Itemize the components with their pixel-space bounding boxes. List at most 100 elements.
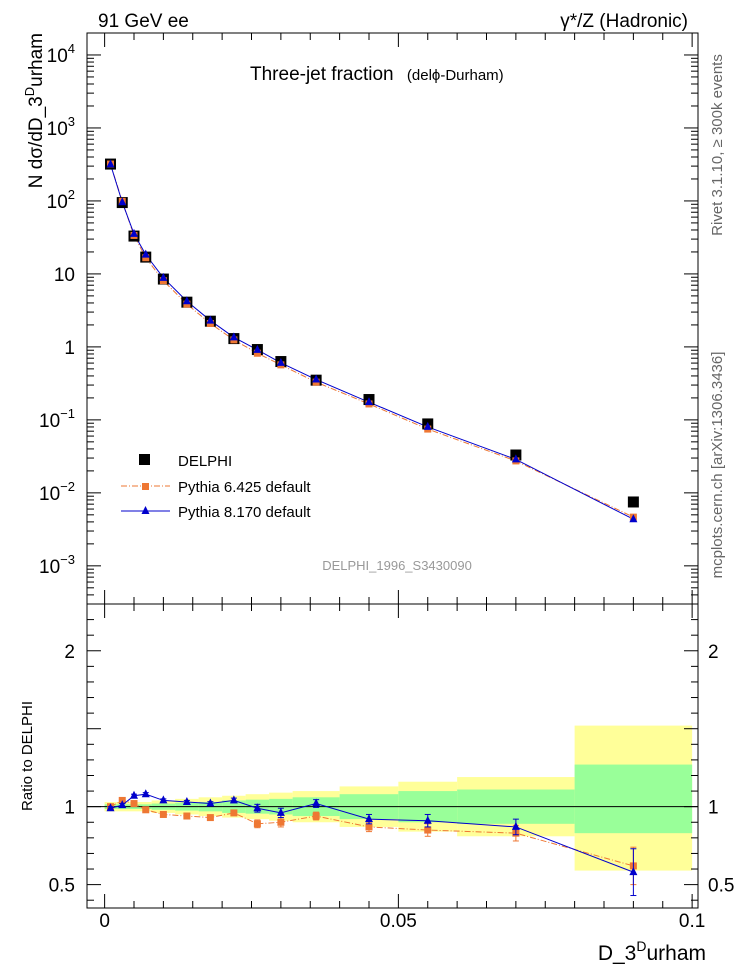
ratio-point-pythia6 [142, 806, 150, 814]
legend-label-p8: Pythia 8.170 default [178, 504, 311, 521]
ratio-point-pythia6 [183, 812, 191, 820]
ratio-point-pythia6 [130, 800, 138, 808]
point-pythia8 [511, 454, 520, 463]
chart-subtitle-text: (delϕ-Durham) [407, 67, 504, 84]
ratio-frame [86, 603, 699, 909]
y-tick-label-exponent: −3 [60, 552, 75, 567]
ratio-tick-label-right: 0.5 [708, 876, 734, 897]
y-tick-label-base: 10 [39, 484, 60, 505]
ratio-band-green [574, 764, 693, 834]
ratio-tick-label: 1 [64, 798, 75, 819]
y-tick-label-base: 10 [47, 119, 68, 140]
point-pythia8 [159, 272, 168, 281]
y-tick-label-base: 10 [39, 557, 60, 578]
y-tick-label: 10 [54, 265, 75, 286]
ratio-point-pythia8 [159, 795, 168, 804]
ratio-point-pythia8 [206, 798, 215, 807]
y-tick-label: 104 [47, 41, 75, 67]
ratio-point-pythia8 [106, 803, 115, 812]
legend-label-delphi: DELPHI [178, 453, 232, 470]
ratio-point-pythia8 [629, 867, 638, 876]
header-right: γ*/Z (Hadronic) [560, 11, 688, 32]
point-pythia8 [118, 197, 127, 206]
ratio-series [106, 789, 638, 897]
y-tick-label-base: 10 [39, 411, 60, 432]
y-tick-label-exponent: 4 [68, 41, 75, 56]
ratio-point-pythia8 [141, 789, 150, 798]
main-series [105, 158, 639, 523]
y-tick-label-exponent: 3 [68, 114, 75, 129]
ratio-point-pythia6 [230, 809, 238, 817]
point-pythia8 [365, 397, 373, 406]
ratio-point-pythia6 [159, 810, 167, 818]
x-tick-label: 0.1 [679, 911, 705, 932]
legend-label-p6: Pythia 6.425 default [178, 479, 311, 496]
ratio-point-pythia8 [182, 796, 191, 805]
point-pythia8 [141, 249, 150, 258]
point-pythia8 [229, 332, 238, 341]
point-pythia6 [142, 254, 150, 262]
y-tick-label: 103 [47, 114, 75, 140]
point-pythia6 [253, 349, 261, 357]
ratio-tick-label: 0.5 [49, 876, 75, 897]
point-pythia8 [182, 296, 191, 305]
point-pythia8 [106, 159, 115, 168]
legend-marker-delphi [139, 454, 150, 465]
y-tick-label-base: 10 [47, 192, 68, 213]
y-tick-label-base: 10 [54, 265, 75, 286]
header-left: 91 GeV ee [98, 11, 189, 32]
ratio-point-pythia6 [365, 823, 373, 831]
x-axis-title: D_3Durham [598, 938, 706, 965]
ratio-panel: 0 0.05 0.1 2 2 1 1 0.5 0.5 [49, 603, 734, 932]
ratio-point-pythia8 [253, 803, 262, 812]
ratio-point-pythia8 [511, 821, 520, 830]
ratio-point-pythia8 [130, 790, 138, 799]
point-pythia8 [130, 228, 138, 237]
y-tick-label-exponent: −2 [60, 479, 75, 494]
ratio-point-pythia8 [365, 814, 373, 823]
legend: DELPHI Pythia 6.425 default Pythia 8.170… [121, 453, 311, 521]
ratio-ticks: 0 0.05 0.1 2 2 1 1 0.5 0.5 [49, 604, 734, 932]
ratio-point-pythia6 [312, 812, 320, 820]
point-pythia8 [629, 514, 638, 523]
x-tick-label: 0 [99, 911, 110, 932]
y-axis-title: N dσ/dD_3Durham [22, 33, 47, 188]
mcplots-label: mcplots.cern.ch [arXiv:1306.3436] [709, 352, 726, 579]
y-tick-label: 1 [64, 338, 75, 359]
legend-marker-p8 [141, 506, 150, 514]
chart-title-text: Three-jet fraction [250, 64, 394, 85]
ratio-point-pythia8 [312, 798, 321, 807]
ratio-point-pythia8 [118, 800, 127, 809]
chart-title: Three-jet fraction (delϕ-Durham) [250, 64, 504, 85]
point-pythia8 [276, 357, 285, 366]
y-tick-label: 10−1 [39, 406, 75, 432]
ratio-point-pythia6 [206, 814, 214, 822]
y-tick-label: 10−2 [39, 479, 75, 505]
ratio-point-pythia8 [229, 795, 238, 804]
y-tick-label-exponent: −1 [60, 406, 75, 421]
ratio-point-pythia6 [424, 826, 432, 834]
ratio-bands [104, 725, 693, 871]
ratio-point-pythia8 [423, 815, 432, 824]
y-tick-label: 10−3 [39, 552, 75, 578]
x-tick-label: 0.05 [380, 911, 417, 932]
point-pythia8 [253, 344, 262, 353]
rivet-label: Rivet 3.1.10, ≥ 300k events [709, 54, 726, 236]
point-pythia8 [312, 374, 321, 383]
watermark: DELPHI_1996_S3430090 [322, 558, 472, 573]
legend-marker-p6 [142, 483, 149, 490]
point-pythia8 [423, 421, 432, 430]
y-tick-label: 102 [47, 187, 75, 213]
ratio-point-pythia6 [253, 820, 261, 828]
ratio-point-pythia6 [277, 818, 285, 826]
y-tick-label-base: 1 [64, 338, 75, 359]
ratio-point-pythia8 [276, 807, 285, 816]
point-delphi [627, 496, 639, 508]
ratio-tick-label-right: 2 [708, 642, 719, 663]
ratio-axis-title: Ratio to DELPHI [19, 701, 36, 811]
point-pythia8 [206, 315, 215, 324]
y-tick-label-base: 10 [47, 46, 68, 67]
